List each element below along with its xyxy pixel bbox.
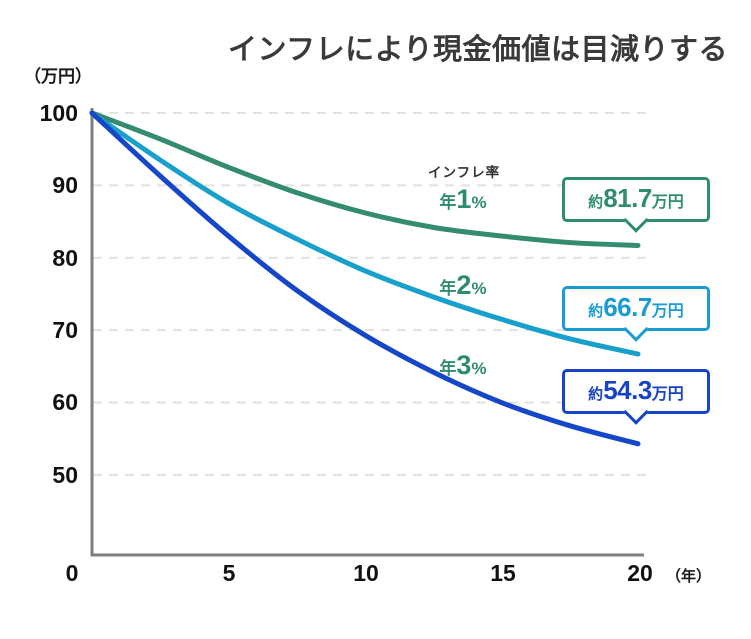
x-tick-label: 20 xyxy=(627,560,653,586)
callout-prefix: 約 xyxy=(588,303,604,320)
callout-suffix: 万円 xyxy=(651,386,684,403)
series-label-2pct: 年2% xyxy=(418,270,508,301)
series-label-prefix: 年 xyxy=(439,193,457,212)
x-tick-label: 0 xyxy=(65,560,79,586)
percent-sign: % xyxy=(471,359,487,378)
y-tick-label: 90 xyxy=(52,172,78,198)
series-line-2pct xyxy=(89,110,641,357)
callout-1pct: 約81.7万円 xyxy=(562,177,710,233)
callout-value: 54.3 xyxy=(603,375,652,405)
x-tick-label: 5 xyxy=(222,560,236,586)
y-tick-label: 80 xyxy=(52,245,78,271)
chart-title: インフレにより現金価値は目減りする xyxy=(228,34,729,66)
y-tick-label: 70 xyxy=(52,317,78,343)
callout-prefix: 約 xyxy=(588,386,604,403)
series-line-1pct xyxy=(89,110,641,248)
series-label-prefix: 年 xyxy=(439,359,457,378)
series-label-rate: 1 xyxy=(456,184,472,214)
callout-3pct: 約54.3万円 xyxy=(562,369,710,425)
callout-value: 66.7 xyxy=(603,292,652,322)
series-label-1pct: 年1% xyxy=(418,184,508,215)
callout-prefix: 約 xyxy=(588,194,604,211)
percent-sign: % xyxy=(471,279,487,298)
percent-sign: % xyxy=(471,193,487,212)
y-axis-unit-label: （万円） xyxy=(24,67,92,86)
x-axis-unit-label: （年） xyxy=(666,568,712,585)
series-label-rate: 3 xyxy=(456,350,472,380)
y-tick-label: 50 xyxy=(52,462,78,488)
y-tick-label: 100 xyxy=(39,100,78,126)
inflation-rate-heading: インフレ率 xyxy=(428,165,501,180)
series-label-rate: 2 xyxy=(456,270,472,300)
callout-suffix: 万円 xyxy=(651,194,684,211)
x-tick-label: 10 xyxy=(353,560,379,586)
callout-suffix: 万円 xyxy=(651,303,684,320)
series-label-3pct: 年3% xyxy=(418,350,508,381)
series-line-3pct xyxy=(89,110,641,447)
series-label-prefix: 年 xyxy=(439,279,457,298)
callout-value: 81.7 xyxy=(603,183,652,213)
x-tick-label: 15 xyxy=(490,560,516,586)
y-tick-label: 60 xyxy=(52,389,78,415)
callout-2pct: 約66.7万円 xyxy=(562,286,710,342)
